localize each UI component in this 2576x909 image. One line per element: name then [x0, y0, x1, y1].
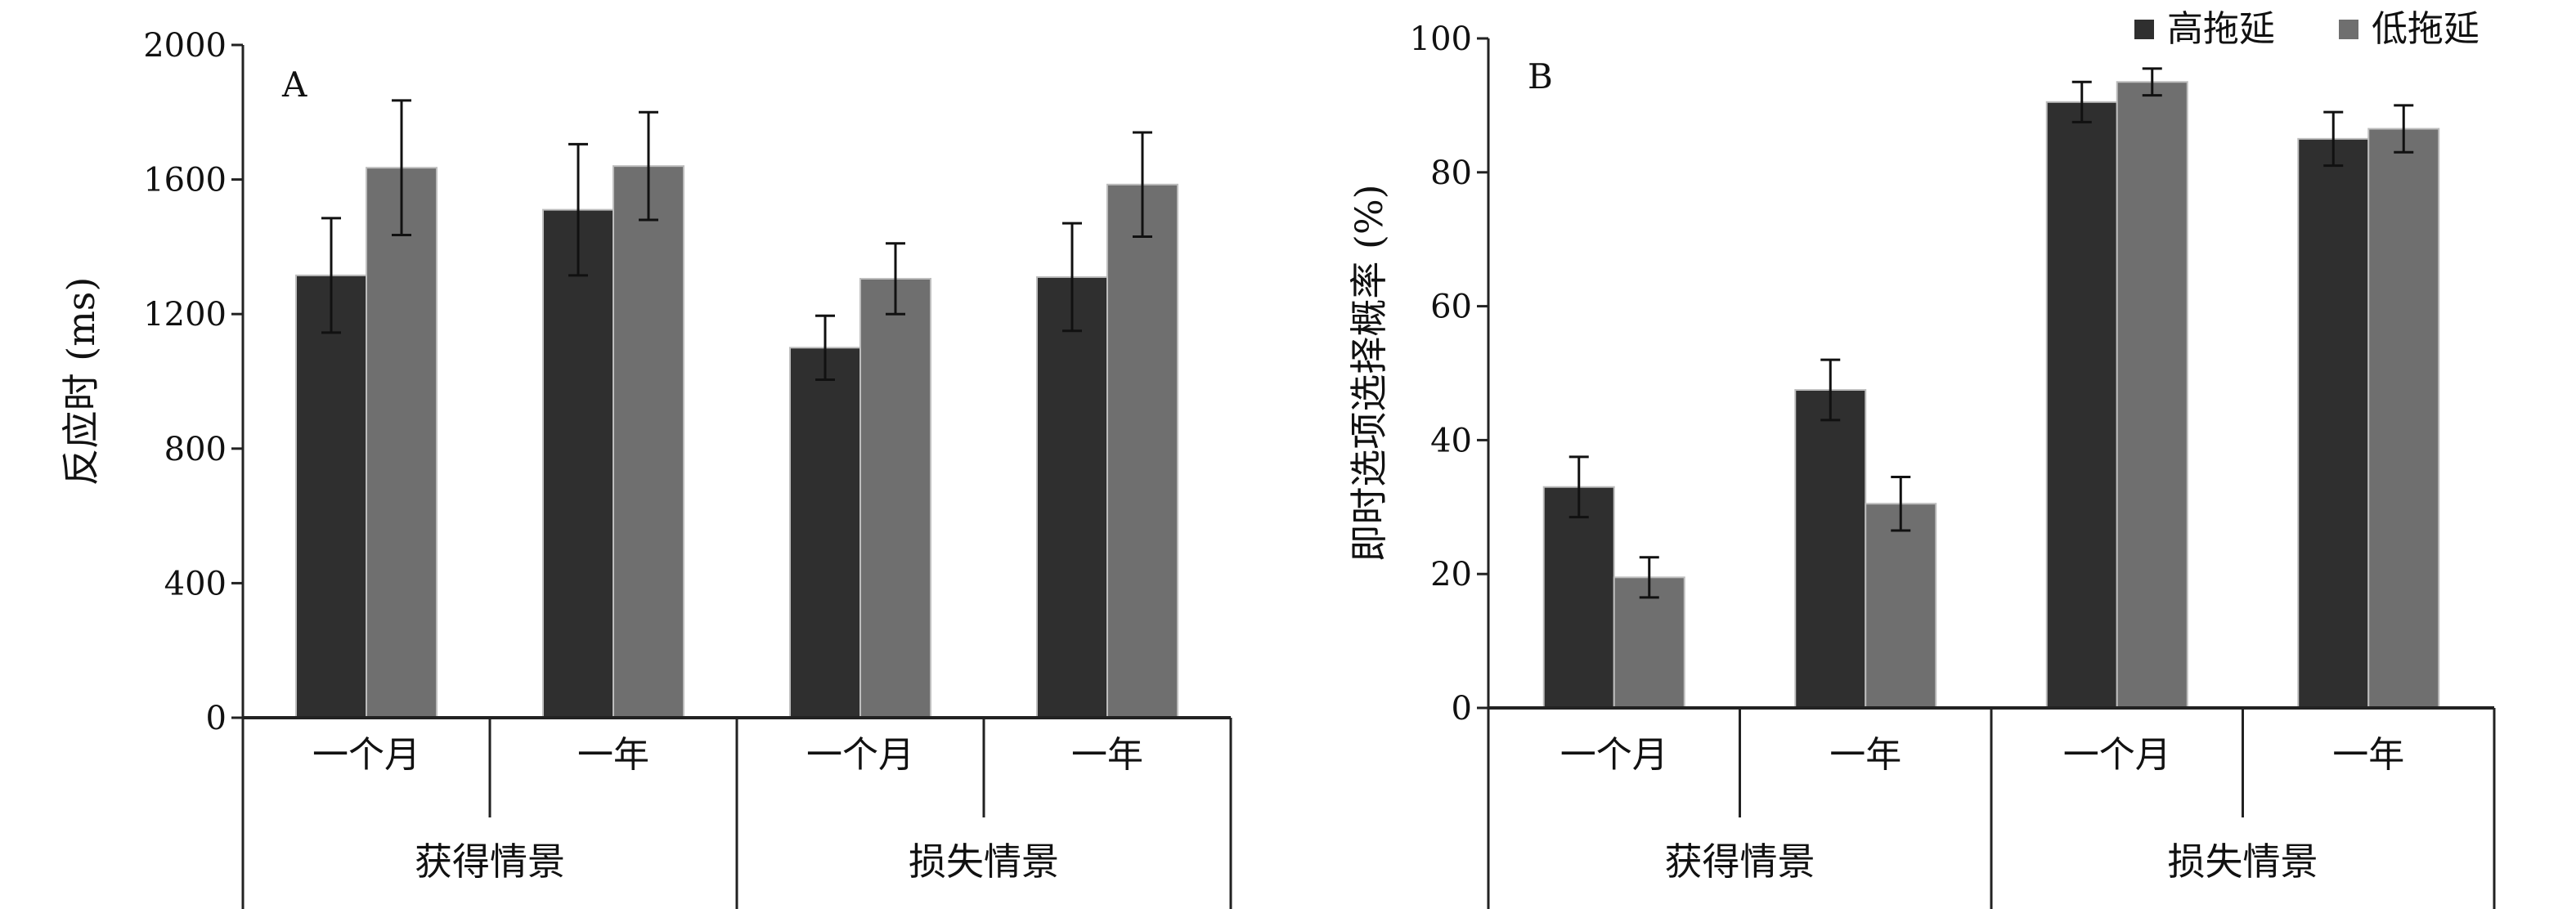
bar-low — [2116, 81, 2188, 710]
bar-high — [2297, 137, 2370, 710]
bar-high — [1794, 388, 1867, 709]
y-tick-label: 60 — [1430, 289, 1472, 326]
category-label: 一年 — [1829, 734, 1901, 776]
y-tick-label: 0 — [206, 700, 227, 737]
chart-panel-a: 0 400 800 1200 1600 2000 反应时 (ms) A 一个月 一年 一个月 一年获得… — [59, 27, 1232, 909]
bar-high — [1036, 275, 1108, 719]
bar-low — [366, 167, 438, 719]
bar-high — [295, 274, 367, 719]
bar-low — [1106, 183, 1178, 719]
y-tick-label: 400 — [164, 565, 227, 602]
panel-label: A — [281, 65, 307, 105]
y-axis-label: 反应时 (ms) — [59, 277, 103, 486]
category-label: 一年 — [2332, 734, 2404, 776]
y-axis-label: 即时选项选择概率 (%) — [1347, 184, 1391, 562]
category-label: 一个月 — [1560, 734, 1668, 776]
y-tick-label: 20 — [1430, 556, 1472, 593]
bar-high — [2045, 101, 2118, 710]
y-tick-label: 100 — [1410, 20, 1472, 58]
category-label: 一个月 — [2063, 734, 2171, 776]
group-label: 损失情景 — [2168, 840, 2318, 884]
bar-low — [613, 165, 684, 719]
bar-low — [859, 277, 931, 719]
legend-label-low: 低拖延 — [2372, 8, 2480, 50]
category-label: 一个月 — [806, 734, 914, 776]
y-tick-label: 800 — [164, 431, 227, 468]
bar-low — [2367, 128, 2440, 709]
legend-swatch-high — [2134, 20, 2154, 39]
group-label: 损失情景 — [909, 840, 1059, 884]
group-label: 获得情景 — [1665, 840, 1815, 884]
category-label: 一年 — [577, 734, 649, 776]
bar-high — [542, 208, 614, 719]
legend-label-high: 高拖延 — [2167, 8, 2275, 50]
bar-high — [1542, 486, 1615, 709]
y-tick-label: 1200 — [143, 296, 227, 334]
panel-label: B — [1528, 56, 1553, 96]
category-label: 一年 — [1071, 734, 1143, 776]
y-tick-label: 2000 — [143, 27, 227, 65]
legend: 高拖延 低拖延 — [2134, 8, 2480, 50]
group-label: 获得情景 — [415, 840, 565, 884]
bar-high — [789, 347, 861, 719]
y-tick-label: 0 — [1452, 690, 1472, 728]
category-label: 一个月 — [312, 734, 420, 776]
y-tick-label: 40 — [1430, 422, 1472, 459]
bar-low — [1865, 503, 1937, 710]
legend-swatch-low — [2339, 20, 2358, 39]
y-tick-label: 1600 — [143, 162, 227, 199]
y-tick-label: 80 — [1430, 154, 1472, 192]
